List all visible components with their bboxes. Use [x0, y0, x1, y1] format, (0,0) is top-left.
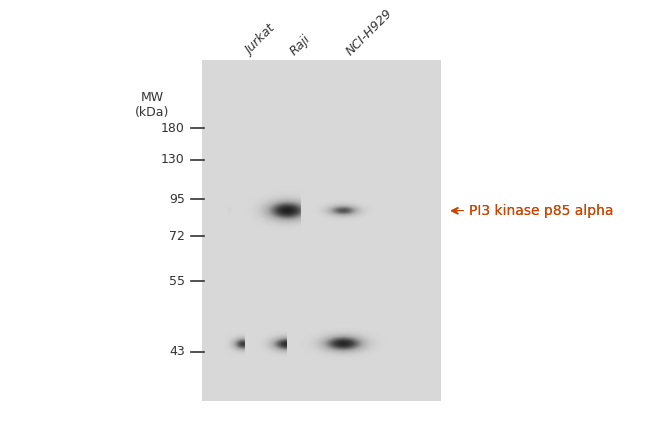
Text: Raji: Raji [287, 32, 313, 58]
Text: ← PI3 kinase p85 alpha: ← PI3 kinase p85 alpha [454, 204, 614, 218]
FancyBboxPatch shape [202, 60, 441, 401]
Text: 43: 43 [169, 346, 185, 358]
Text: 130: 130 [161, 153, 185, 166]
Text: 72: 72 [169, 230, 185, 243]
Text: Jurkat: Jurkat [243, 23, 278, 58]
Text: 55: 55 [169, 275, 185, 288]
Text: 180: 180 [161, 122, 185, 135]
Text: NCI-H929: NCI-H929 [343, 6, 395, 58]
Text: MW
(kDa): MW (kDa) [135, 91, 169, 119]
Text: PI3 kinase p85 alpha: PI3 kinase p85 alpha [469, 204, 614, 218]
Text: 95: 95 [169, 192, 185, 206]
